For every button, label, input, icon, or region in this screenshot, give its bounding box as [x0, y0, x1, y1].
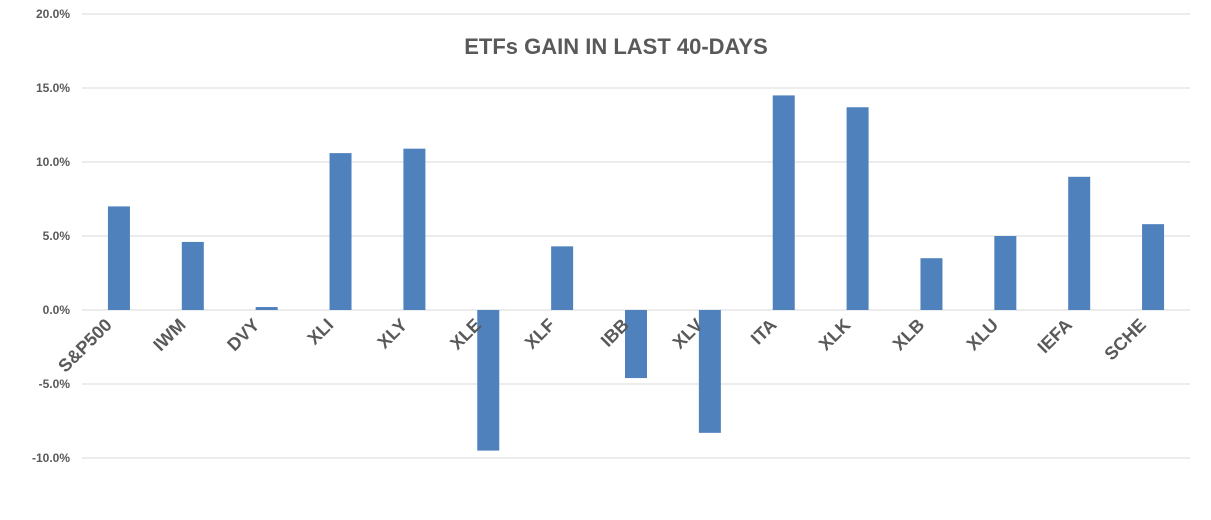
- bar-xli: [329, 153, 352, 310]
- y-tick-label: 5.0%: [43, 229, 71, 243]
- x-tick-label: XLU: [963, 315, 1003, 355]
- y-tick-label: -5.0%: [39, 377, 71, 391]
- x-axis-tick-labels: S&P500 IWM DVY XLI XLY XLE XLF IBB XLV ITA XLK XLB X…: [54, 315, 1150, 377]
- bar-xlf: [551, 246, 574, 310]
- x-tick-label: IWM: [149, 315, 189, 355]
- x-tick-label: ITA: [747, 315, 781, 349]
- y-tick-label: -10.0%: [32, 451, 70, 465]
- bar-xly: [403, 148, 426, 310]
- gridlines: [82, 13, 1190, 459]
- bar-iwm: [181, 241, 204, 310]
- x-tick-label: IEFA: [1034, 315, 1076, 357]
- bar-sp500: [107, 206, 130, 310]
- x-tick-label: S&P500: [54, 315, 116, 377]
- bar-xlb: [920, 258, 943, 310]
- chart-title: ETFs GAIN IN LAST 40-DAYS: [464, 34, 768, 59]
- x-tick-label: XLF: [521, 315, 559, 353]
- y-tick-label: 0.0%: [43, 303, 71, 317]
- bars: [107, 95, 1165, 451]
- x-tick-label: SCHE: [1100, 315, 1150, 365]
- x-tick-label: DVY: [223, 315, 263, 355]
- y-tick-label: 10.0%: [36, 155, 70, 169]
- bar-xlk: [846, 107, 869, 311]
- bar-ibb: [625, 310, 647, 379]
- x-tick-label: XLY: [373, 315, 411, 353]
- y-tick-label: 20.0%: [36, 7, 70, 21]
- y-tick-label: 15.0%: [36, 81, 70, 95]
- x-tick-label: XLK: [815, 315, 855, 355]
- x-tick-label: XLB: [889, 315, 929, 355]
- bar-xle: [477, 310, 500, 451]
- bar-dvy: [255, 307, 278, 310]
- x-tick-label: XLI: [303, 315, 337, 349]
- bar-ita: [772, 95, 795, 311]
- bar-xlu: [994, 236, 1017, 310]
- bar-xlv: [698, 310, 721, 433]
- bar-sche: [1142, 224, 1165, 310]
- y-axis-tick-labels: 20.0% 15.0% 10.0% 5.0% 0.0% -5.0% -10.0%: [32, 7, 70, 465]
- bar-iefa: [1068, 176, 1091, 310]
